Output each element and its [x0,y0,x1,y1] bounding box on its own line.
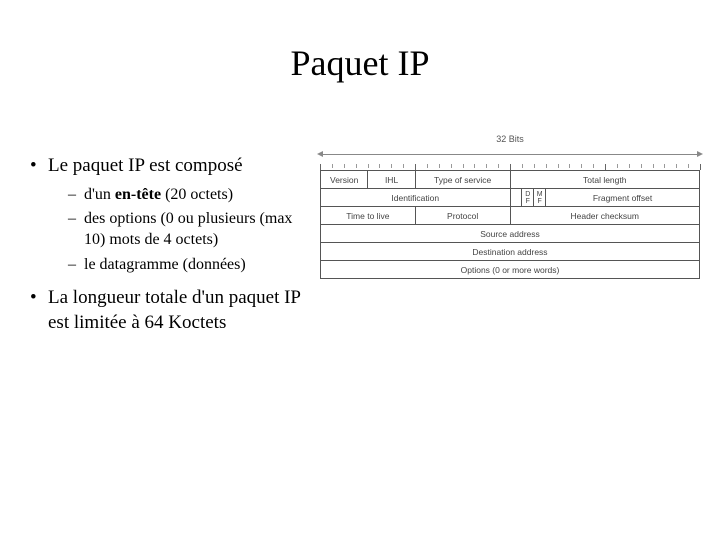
field-ihl: IHL [368,171,415,189]
bullet-entete: d'un en-tête (20 octets) [30,185,310,206]
field-flag-df: DF [522,189,534,207]
field-identification: Identification [321,189,511,207]
tick-row [320,164,700,170]
bit-ruler [320,148,700,162]
ip-packet-diagram: 32 Bits Version IHL Type of service Tota… [320,134,700,279]
field-destination-address: Destination address [321,243,700,261]
bullet-compose: Le paquet IP est composé [30,154,310,179]
bullet-datagram: le datagramme (données) [30,255,310,276]
field-protocol: Protocol [415,207,510,225]
field-flag-blank [510,189,522,207]
table-row: Source address [321,225,700,243]
bullet-length: La longueur totale d'un paquet IP est li… [30,286,310,335]
field-version: Version [321,171,368,189]
table-row: Time to live Protocol Header checksum [321,207,700,225]
bullet-entete-post: (20 octets) [161,186,233,203]
ruler-line [320,154,700,155]
field-header-checksum: Header checksum [510,207,700,225]
field-options: Options (0 or more words) [321,261,700,279]
field-source-address: Source address [321,225,700,243]
bullet-entete-hl: en-tête [115,186,161,203]
bullet-entete-pre: d'un [84,186,115,203]
field-flag-mf: MF [534,189,546,207]
table-row: Destination address [321,243,700,261]
field-tos: Type of service [415,171,510,189]
field-fragment-offset: Fragment offset [546,189,700,207]
diagram-column: 32 Bits Version IHL Type of service Tota… [320,114,700,341]
packet-table: Version IHL Type of service Total length… [320,170,700,279]
table-row: Version IHL Type of service Total length [321,171,700,189]
bits-label: 32 Bits [320,134,700,144]
page-title: Paquet IP [0,0,720,114]
table-row: Identification DF MF Fragment offset [321,189,700,207]
arrow-right-icon [697,151,703,157]
table-row: Options (0 or more words) [321,261,700,279]
content-area: Le paquet IP est composé d'un en-tête (2… [0,114,720,341]
text-column: Le paquet IP est composé d'un en-tête (2… [30,114,310,341]
field-ttl: Time to live [321,207,416,225]
bullet-options: des options (0 ou plusieurs (max 10) mot… [30,209,310,251]
field-total-length: Total length [510,171,700,189]
